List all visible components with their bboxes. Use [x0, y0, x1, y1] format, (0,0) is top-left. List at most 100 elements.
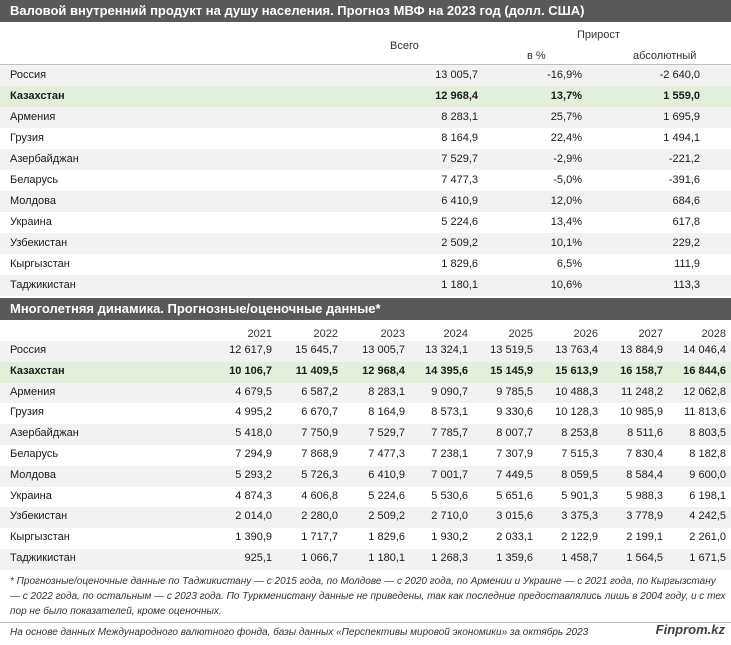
- year-value: 7 785,7: [431, 427, 468, 440]
- table-row: Кыргызстан 1 390,9 1 717,7 1 829,6 1 930,2 2 …: [0, 528, 731, 549]
- year-value: 6 670,7: [301, 406, 338, 419]
- total-value: 13 005,7: [435, 69, 478, 81]
- year-header: 2026: [573, 328, 598, 340]
- country-name: Молдова: [10, 468, 56, 481]
- country-name: Грузия: [10, 132, 44, 144]
- growth-pct-value: 10,1%: [550, 237, 582, 249]
- year-value: 1 458,7: [561, 551, 598, 564]
- growth-abs-value: 1 494,1: [663, 132, 700, 144]
- growth-pct-value: 12,0%: [550, 195, 582, 207]
- year-value: 13 884,9: [620, 344, 663, 356]
- year-value: 5 901,3: [561, 489, 598, 502]
- year-value: 7 294,9: [235, 447, 272, 460]
- table-row: Грузия 4 995,2 6 670,7 8 164,9 8 573,1 9 330,…: [0, 403, 731, 424]
- year-value: 8 573,1: [431, 406, 468, 419]
- col-growth-header: Прирост: [577, 29, 620, 41]
- growth-abs-value: 684,6: [672, 195, 700, 207]
- year-value: 7 868,9: [301, 447, 338, 460]
- growth-abs-value: 617,8: [672, 216, 700, 228]
- table-row: Армения 4 679,5 6 587,2 8 283,1 9 090,7 9 785…: [0, 382, 731, 404]
- year-value: 3 015,6: [496, 510, 533, 523]
- year-value: 4 679,5: [235, 385, 272, 398]
- total-value: 1 180,1: [441, 279, 478, 291]
- year-value: 16 844,6: [683, 364, 726, 377]
- total-value: 2 509,2: [441, 237, 478, 249]
- year-value: 7 529,7: [368, 427, 405, 440]
- year-value: 8 283,1: [368, 385, 405, 398]
- footnote: * Прогнозные/оценочные данные по Таджики…: [10, 576, 726, 617]
- year-value: 5 293,2: [235, 468, 272, 481]
- year-value: 1 564,5: [626, 551, 663, 564]
- year-value: 4 995,2: [235, 406, 272, 419]
- growth-abs-value: -2 640,0: [659, 69, 700, 81]
- year-value: 8 253,8: [561, 427, 598, 440]
- table-row: Грузия 8 164,9 22,4% 1 494,1: [0, 128, 731, 149]
- table-row: Молдова 6 410,9 12,0% 684,6: [0, 191, 731, 212]
- year-value: 7 750,9: [301, 427, 338, 440]
- growth-pct-value: 6,5%: [556, 258, 582, 270]
- country-name: Россия: [10, 344, 47, 356]
- year-value: 5 418,0: [235, 427, 272, 440]
- col-growth-abs-header: абсолютный: [633, 50, 697, 62]
- year-header: 2027: [638, 328, 663, 340]
- table2-year-header: 2021 2022 2023 2024 2025 2026 2027 2028: [0, 320, 731, 341]
- table-row: Азербайджан 5 418,0 7 750,9 7 529,7 7 785,7 8…: [0, 424, 731, 445]
- year-value: 1 930,2: [431, 531, 468, 544]
- year-value: 10 128,3: [555, 406, 598, 419]
- year-value: 13 005,7: [362, 344, 405, 356]
- year-value: 3 778,9: [626, 510, 663, 523]
- table-row: Россия 12 617,9 15 645,7 13 005,7 13 324,1 13…: [0, 341, 731, 362]
- year-value: 4 606,8: [301, 489, 338, 502]
- year-value: 8 007,7: [496, 427, 533, 440]
- table-row: Беларусь 7 477,3 -5,0% -391,6: [0, 170, 731, 191]
- table1-body: Россия 13 005,7 -16,9% -2 640,0 Казахстан 12 …: [0, 65, 731, 296]
- year-value: 7 830,4: [626, 447, 663, 460]
- growth-abs-value: -391,6: [668, 174, 700, 186]
- total-value: 12 968,4: [435, 90, 478, 102]
- table-row: Украина 5 224,6 13,4% 617,8: [0, 212, 731, 233]
- table-row: Армения 8 283,1 25,7% 1 695,9: [0, 107, 731, 128]
- year-header: 2023: [380, 328, 405, 340]
- year-value: 9 330,6: [496, 406, 533, 419]
- country-name: Таджикистан: [10, 279, 76, 291]
- year-value: 5 530,6: [431, 489, 468, 502]
- total-value: 8 283,1: [441, 111, 478, 123]
- year-value: 11 248,2: [620, 385, 663, 398]
- year-value: 1 180,1: [368, 551, 405, 564]
- total-value: 7 477,3: [441, 174, 478, 186]
- growth-pct-value: 10,6%: [550, 279, 582, 291]
- year-value: 9 600,0: [689, 468, 726, 481]
- growth-abs-value: 1 695,9: [663, 111, 700, 123]
- year-value: 1 359,6: [496, 551, 533, 564]
- table-row: Узбекистан 2 509,2 10,1% 229,2: [0, 233, 731, 254]
- country-name: Азербайджан: [10, 153, 79, 165]
- year-value: 1 671,5: [689, 551, 726, 564]
- table-row: Таджикистан 925,1 1 066,7 1 180,1 1 268,3 1 3…: [0, 548, 731, 570]
- year-value: 10 985,9: [620, 406, 663, 419]
- year-value: 2 710,0: [431, 510, 468, 523]
- year-value: 11 813,6: [683, 406, 726, 419]
- year-value: 15 613,9: [555, 364, 598, 377]
- growth-abs-value: 229,2: [672, 237, 700, 249]
- year-value: 2 122,9: [561, 531, 598, 544]
- country-name: Армения: [10, 111, 56, 123]
- year-value: 12 617,9: [229, 344, 272, 356]
- growth-pct-value: -16,9%: [547, 69, 582, 81]
- growth-pct-value: 25,7%: [550, 111, 582, 123]
- year-value: 4 242,5: [689, 510, 726, 523]
- footer-divider: [0, 622, 731, 623]
- growth-abs-value: 111,9: [674, 258, 700, 270]
- year-header: 2024: [443, 328, 468, 340]
- table2-body: Россия 12 617,9 15 645,7 13 005,7 13 324,1 13…: [0, 341, 731, 570]
- year-value: 7 477,3: [368, 447, 405, 460]
- table-row: Украина 4 874,3 4 606,8 5 224,6 5 530,6 5 651…: [0, 487, 731, 508]
- growth-abs-value: 1 559,0: [663, 90, 700, 102]
- year-value: 5 988,3: [626, 489, 663, 502]
- total-value: 8 164,9: [441, 132, 478, 144]
- country-name: Беларусь: [10, 174, 59, 186]
- country-name: Таджикистан: [10, 551, 76, 564]
- year-value: 14 046,4: [683, 344, 726, 356]
- table1-header-top: Всего Прирост: [0, 22, 731, 52]
- gdp-forecast-table: Валовой внутренний продукт на душу насел…: [0, 0, 731, 296]
- year-header: 2022: [313, 328, 338, 340]
